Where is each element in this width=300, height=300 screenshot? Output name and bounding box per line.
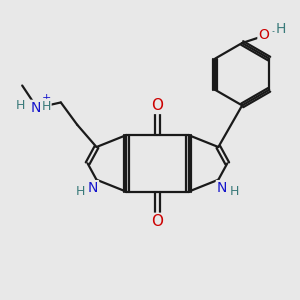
Text: O: O bbox=[258, 28, 269, 42]
Text: H: H bbox=[230, 184, 239, 197]
Text: H: H bbox=[16, 99, 26, 112]
Text: O: O bbox=[152, 98, 164, 113]
Text: N: N bbox=[217, 181, 227, 195]
Text: N: N bbox=[30, 101, 41, 115]
Text: O: O bbox=[152, 214, 164, 229]
Text: -: - bbox=[272, 26, 276, 36]
Text: H: H bbox=[76, 184, 85, 197]
Text: H: H bbox=[276, 22, 286, 36]
Text: N: N bbox=[88, 181, 98, 195]
Text: H: H bbox=[41, 100, 51, 113]
Text: +: + bbox=[41, 93, 51, 103]
